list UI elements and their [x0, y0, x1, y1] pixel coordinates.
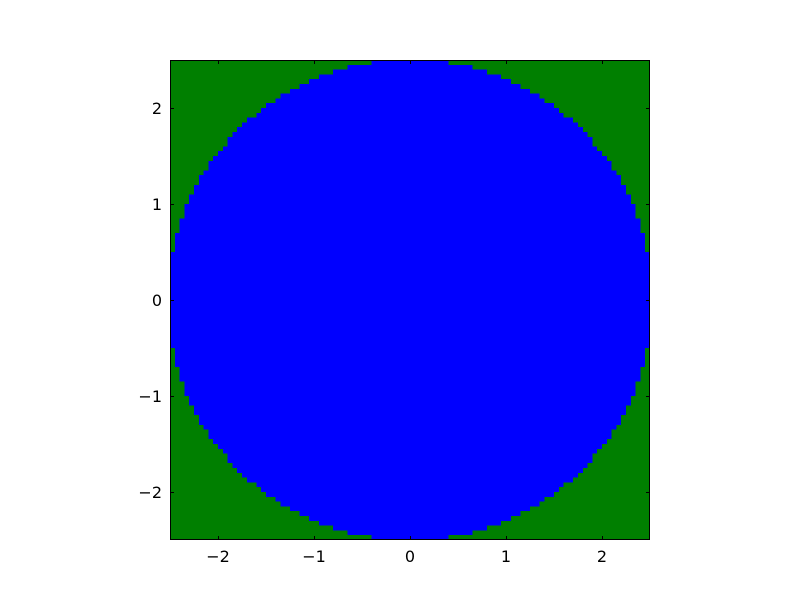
y-tick-label: −1 [138, 387, 162, 406]
plot-area [170, 60, 650, 540]
y-tick-label: −2 [138, 483, 162, 502]
y-tick-label: 2 [152, 99, 162, 118]
plot-frame [170, 60, 650, 540]
x-tick-label: 1 [501, 547, 511, 566]
region-inside [170, 60, 650, 540]
y-axis: −2 −1 0 1 2 [138, 99, 650, 502]
y-tick-label: 0 [152, 291, 162, 310]
x-tick-label: −2 [206, 547, 230, 566]
x-axis: −2 −1 0 1 2 [206, 60, 607, 566]
y-tick-label: 1 [152, 195, 162, 214]
x-tick-label: 0 [405, 547, 415, 566]
x-tick-label: −1 [302, 547, 326, 566]
x-tick-label: 2 [597, 547, 607, 566]
